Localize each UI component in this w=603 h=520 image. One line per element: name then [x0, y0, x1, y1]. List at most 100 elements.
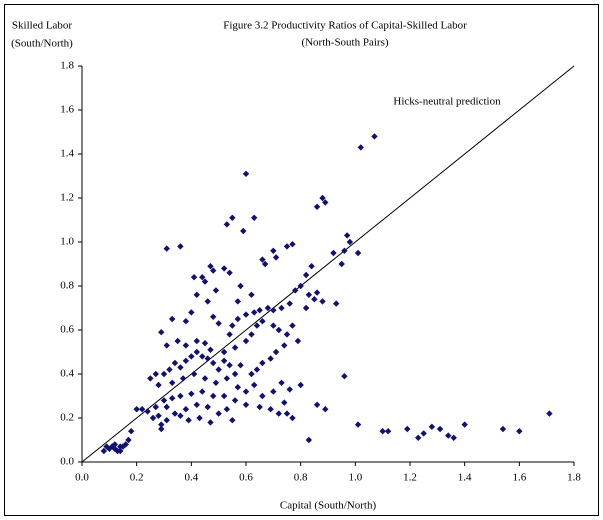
point [163, 417, 170, 424]
point [354, 249, 362, 257]
point [188, 309, 195, 316]
x-tick-label: 1.6 [512, 472, 526, 484]
point [270, 388, 277, 395]
point [210, 359, 217, 367]
point [229, 322, 236, 329]
point [204, 355, 211, 362]
chart-subtitle: (North-South Pairs) [301, 37, 388, 49]
point [404, 425, 411, 433]
point [305, 436, 313, 444]
y-axis-label: Skilled Labor [12, 20, 73, 32]
point [330, 249, 337, 257]
point [215, 366, 222, 373]
point [281, 342, 288, 349]
point [174, 337, 181, 345]
point [289, 241, 296, 248]
point [248, 370, 255, 378]
point [231, 397, 239, 404]
point [343, 232, 351, 239]
x-tick-label: 1.0 [348, 472, 362, 484]
point [207, 263, 214, 270]
y-tick-label: 1.2 [60, 192, 74, 204]
point [264, 304, 272, 312]
point [158, 421, 165, 428]
point [182, 318, 190, 325]
point [305, 291, 313, 298]
point [319, 194, 326, 202]
point [160, 370, 168, 378]
point [267, 355, 274, 362]
point [289, 322, 296, 329]
point [371, 133, 378, 140]
point [125, 436, 132, 444]
reference-line [81, 65, 575, 463]
point [215, 410, 222, 417]
point [428, 423, 436, 430]
point [201, 278, 209, 285]
point [338, 260, 345, 268]
point [179, 375, 187, 382]
point [499, 425, 507, 433]
annotation: Hicks-neutral prediction [393, 96, 501, 108]
point [201, 340, 209, 347]
y-tick-label: 1.8 [60, 60, 74, 72]
point [152, 370, 159, 378]
point [415, 434, 422, 441]
y-tick-label: 1.0 [60, 236, 74, 248]
point [546, 410, 553, 417]
point [188, 353, 195, 360]
point [169, 315, 176, 323]
point [253, 366, 261, 373]
point [155, 381, 162, 389]
point [294, 337, 302, 345]
point [281, 399, 288, 406]
point [158, 329, 165, 336]
y-tick-label: 0.4 [60, 368, 74, 380]
point [261, 260, 269, 268]
x-tick-label: 0.6 [239, 472, 253, 484]
point [223, 221, 231, 228]
point [292, 287, 299, 294]
point [229, 214, 236, 221]
x-tick-label: 0.0 [75, 472, 89, 484]
point [436, 425, 444, 433]
point [270, 322, 277, 329]
point [237, 362, 244, 369]
point [152, 403, 159, 411]
point [199, 388, 206, 395]
point [234, 298, 241, 305]
point [207, 419, 214, 426]
point [199, 353, 206, 360]
point [103, 443, 110, 450]
point [226, 331, 233, 338]
point [302, 271, 310, 279]
point [420, 430, 427, 437]
point [267, 406, 274, 413]
point [220, 348, 228, 356]
point [204, 403, 211, 411]
chart-frame [4, 4, 599, 516]
point [171, 359, 179, 367]
x-tick-label: 0.2 [130, 472, 144, 484]
point [182, 357, 190, 364]
point [177, 243, 184, 250]
point [286, 386, 293, 393]
point [163, 403, 170, 411]
point [185, 417, 192, 424]
point [144, 408, 151, 415]
point [193, 401, 200, 408]
point [196, 414, 203, 422]
point [259, 256, 266, 263]
point [117, 447, 124, 455]
point [223, 375, 231, 382]
point [215, 320, 222, 327]
point [166, 366, 173, 373]
point [171, 410, 179, 417]
point [308, 263, 315, 270]
chart-title: Figure 3.2 Productivity Ratios of Capita… [223, 20, 467, 32]
point [346, 238, 354, 246]
y-tick-label: 0.8 [60, 280, 74, 292]
point [231, 344, 239, 351]
point [199, 274, 206, 281]
